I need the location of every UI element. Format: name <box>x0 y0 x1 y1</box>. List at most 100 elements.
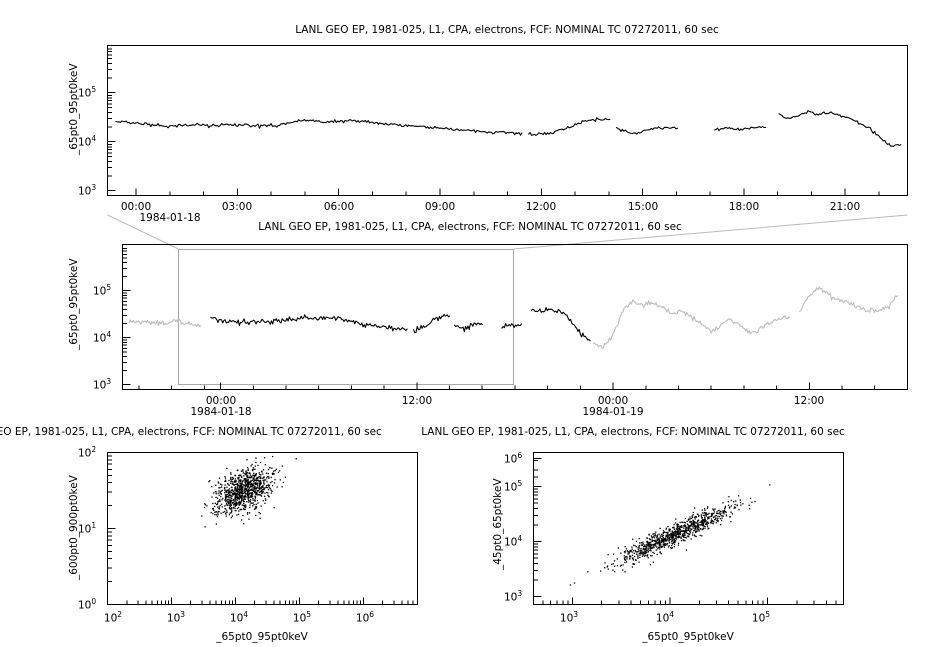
scatter-point <box>241 487 243 489</box>
scatter-point <box>230 490 233 492</box>
selection-box[interactable] <box>178 249 514 385</box>
scatter-point <box>260 505 262 507</box>
scatter-point <box>254 485 256 488</box>
panel2-ytick-1e3: 103 <box>93 376 112 392</box>
scatter-point <box>230 501 232 503</box>
scatter-point <box>677 544 679 546</box>
scatter-point <box>637 557 639 559</box>
scatter-point <box>700 524 702 526</box>
scatter-point <box>669 528 671 530</box>
scatter-point <box>215 496 217 499</box>
scatter-point <box>673 535 675 537</box>
scatter-point <box>631 557 634 559</box>
scatter-point <box>240 474 242 476</box>
scatter-point <box>659 537 661 539</box>
scatter-point <box>245 472 247 474</box>
scatter-point <box>223 510 226 513</box>
scatter-point <box>250 489 252 491</box>
scatter-point <box>225 491 227 493</box>
panel2-data-path-muted <box>128 318 202 327</box>
scatter-point <box>210 511 212 514</box>
scatter-point <box>267 472 269 475</box>
scatter-point <box>245 493 247 495</box>
scatter-point <box>255 488 258 490</box>
scatter-point <box>271 490 273 492</box>
scatter-point <box>640 544 643 546</box>
scatter-point <box>238 497 240 500</box>
scatter-point <box>730 511 732 513</box>
scatter-point <box>247 485 249 487</box>
scatter-point <box>637 554 639 556</box>
scatter-point <box>231 515 233 517</box>
panel1-x-ticks <box>135 188 880 196</box>
scatter-point <box>257 476 260 478</box>
scatter-point <box>688 527 690 529</box>
scatter-point <box>639 556 641 559</box>
scatter-point <box>641 544 643 546</box>
scatter-point <box>625 548 628 550</box>
scatter-point <box>253 484 255 486</box>
scatter-point <box>242 514 244 517</box>
scatter-point <box>253 488 255 490</box>
scatter-point <box>689 521 691 523</box>
scatter-point <box>737 495 740 497</box>
scatter-point <box>645 550 647 552</box>
scatter-point <box>244 504 247 506</box>
scatter-point <box>680 540 683 542</box>
panel-timeseries-zoomed[interactable]: LANL GEO EP, 1981-025, L1, CPA, electron… <box>0 0 926 240</box>
scatter-point <box>246 459 248 461</box>
scatter-point <box>226 486 228 488</box>
scatter-point <box>673 526 675 528</box>
scatter-point <box>218 506 220 508</box>
scatter-point <box>211 485 213 488</box>
scatter-point <box>254 465 257 467</box>
scatter-point <box>643 545 646 548</box>
scatter-point <box>648 534 650 536</box>
scatter-point <box>733 501 735 503</box>
scatter-point <box>658 537 660 539</box>
scatter-point <box>669 530 671 532</box>
scatter-point <box>215 511 217 513</box>
panel3-canvas[interactable] <box>0 0 460 647</box>
scatter-point <box>250 483 252 486</box>
panel-scatter-600-900[interactable]: LANL GEO EP, 1981-025, L1, CPA, electron… <box>0 0 460 647</box>
panel-timeseries-overview[interactable]: LANL GEO EP, 1981-025, L1, CPA, electron… <box>0 0 926 445</box>
scatter-point <box>687 528 690 530</box>
scatter-point <box>246 480 248 482</box>
scatter-point <box>682 530 685 532</box>
scatter-point <box>248 482 250 484</box>
scatter-point <box>259 476 262 478</box>
scatter-point <box>250 492 252 494</box>
panel1-canvas[interactable] <box>0 0 926 240</box>
scatter-point <box>243 484 245 487</box>
panel1-title: LANL GEO EP, 1981-025, L1, CPA, electron… <box>295 24 719 36</box>
scatter-point <box>638 552 640 555</box>
scatter-point <box>702 527 704 529</box>
scatter-point <box>255 507 257 509</box>
scatter-point <box>249 474 252 476</box>
scatter-point <box>663 543 666 545</box>
scatter-point <box>662 538 664 540</box>
scatter-point <box>226 467 228 470</box>
scatter-point <box>218 500 220 502</box>
panel2-canvas[interactable] <box>0 0 926 445</box>
scatter-point <box>247 493 249 495</box>
scatter-point <box>258 481 261 483</box>
scatter-point <box>255 480 258 482</box>
scatter-point <box>677 532 679 534</box>
scatter-point <box>237 476 240 479</box>
scatter-point <box>704 514 706 516</box>
scatter-point <box>237 513 240 515</box>
scatter-point <box>645 548 647 550</box>
scatter-point <box>668 538 670 541</box>
scatter-point <box>667 536 669 539</box>
scatter-point <box>713 511 715 513</box>
scatter-point <box>714 508 716 510</box>
scatter-point <box>643 551 645 553</box>
scatter-point <box>622 569 624 571</box>
scatter-point <box>238 488 241 490</box>
scatter-point <box>657 548 659 550</box>
scatter-point <box>720 512 722 515</box>
